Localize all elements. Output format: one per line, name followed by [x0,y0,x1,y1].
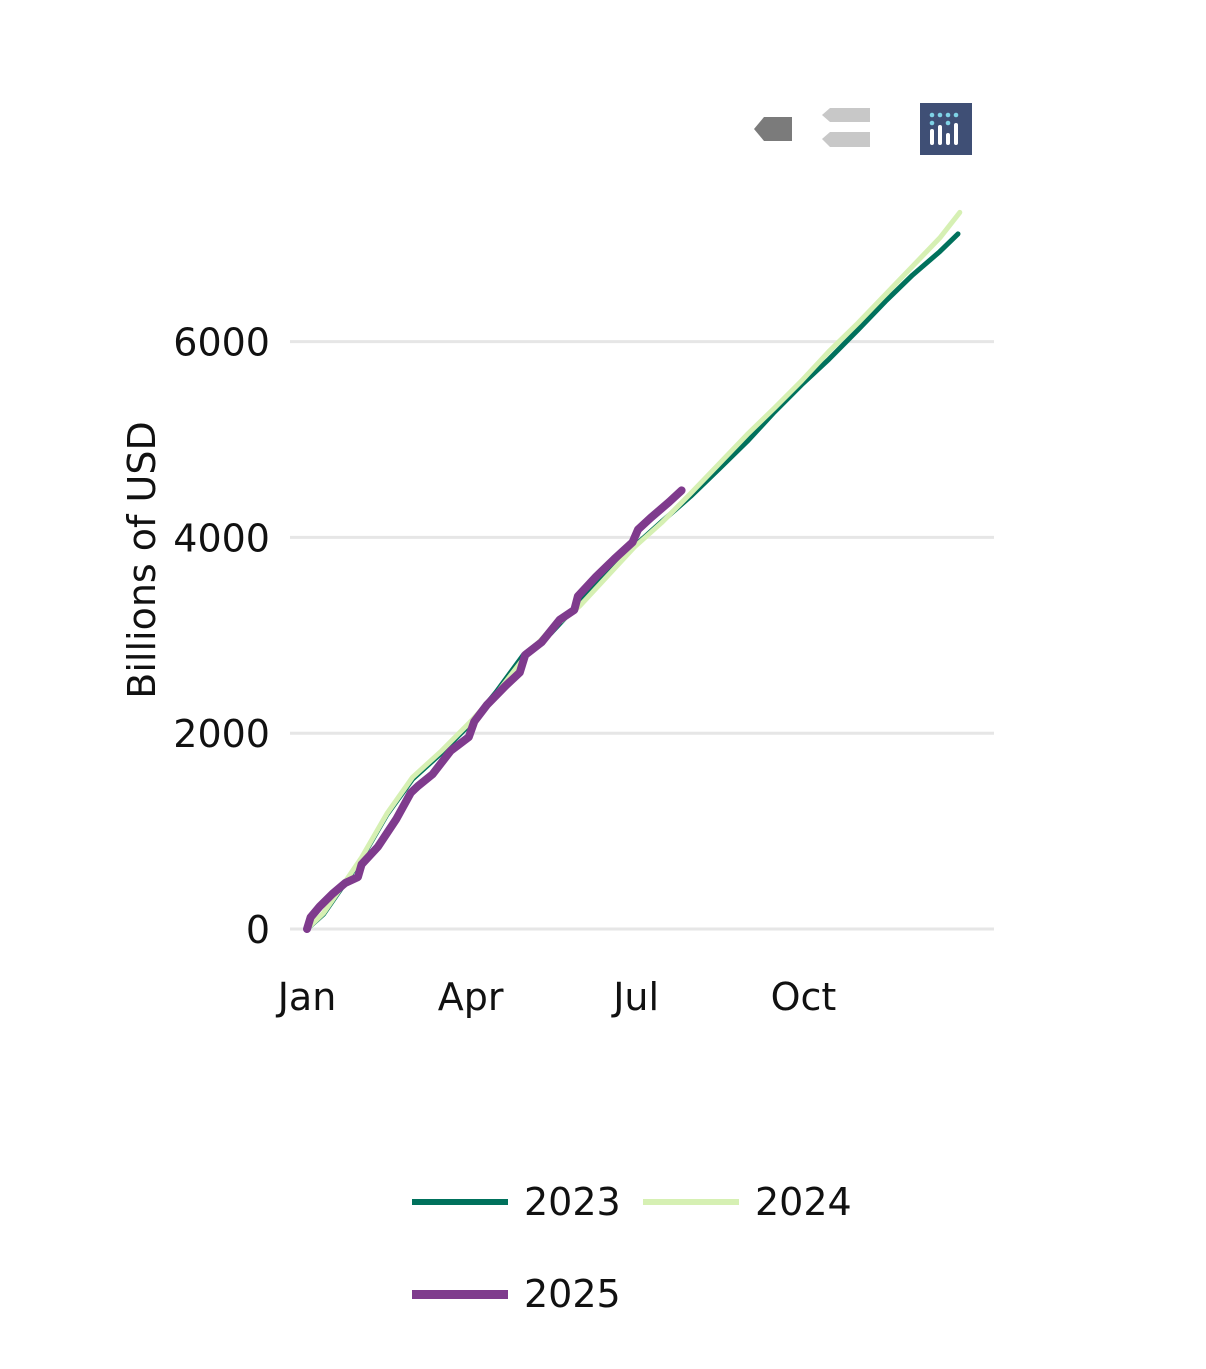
legend-label-2025: 2025 [524,1272,621,1316]
legend-item-2024[interactable]: 2024 [643,1180,852,1224]
legend-item-2025[interactable]: 2025 [412,1272,621,1316]
x-tick-label: Apr [438,975,504,1019]
show-closest-data-button[interactable] [816,103,872,155]
compare-data-on-hover-icon [754,117,792,141]
x-tick-label: Jul [611,975,659,1019]
series-line-2025 [303,486,686,933]
legend-item-2023[interactable]: 2023 [412,1180,621,1224]
plotly-logo-button[interactable] [920,103,972,155]
show-closest-data-icon [822,108,870,147]
legend-swatch-2023 [412,1199,508,1205]
y-tick-label: 6000 [173,321,270,365]
legend-swatch-2024 [643,1199,739,1205]
series-lines [303,209,963,933]
modebar [740,103,980,155]
x-axis-ticks: Jan Apr Jul Oct [276,975,837,1019]
y-axis-title: Billions of USD [120,421,164,698]
series-line-2023 [304,231,961,932]
y-tick-label: 0 [246,908,270,952]
legend-label-2023: 2023 [524,1180,621,1224]
legend-swatch-2025 [412,1289,508,1299]
y-axis-ticks: 0 2000 4000 6000 [173,321,270,952]
series-line-2024 [304,209,963,932]
x-tick-label: Oct [771,975,837,1019]
compare-data-on-hover-button[interactable] [740,103,796,155]
gridlines [290,340,994,931]
plotly-logo-icon [920,103,972,155]
y-tick-label: 2000 [173,712,270,756]
legend-label-2024: 2024 [755,1180,852,1224]
x-tick-label: Jan [276,975,337,1019]
y-tick-label: 4000 [173,516,270,560]
